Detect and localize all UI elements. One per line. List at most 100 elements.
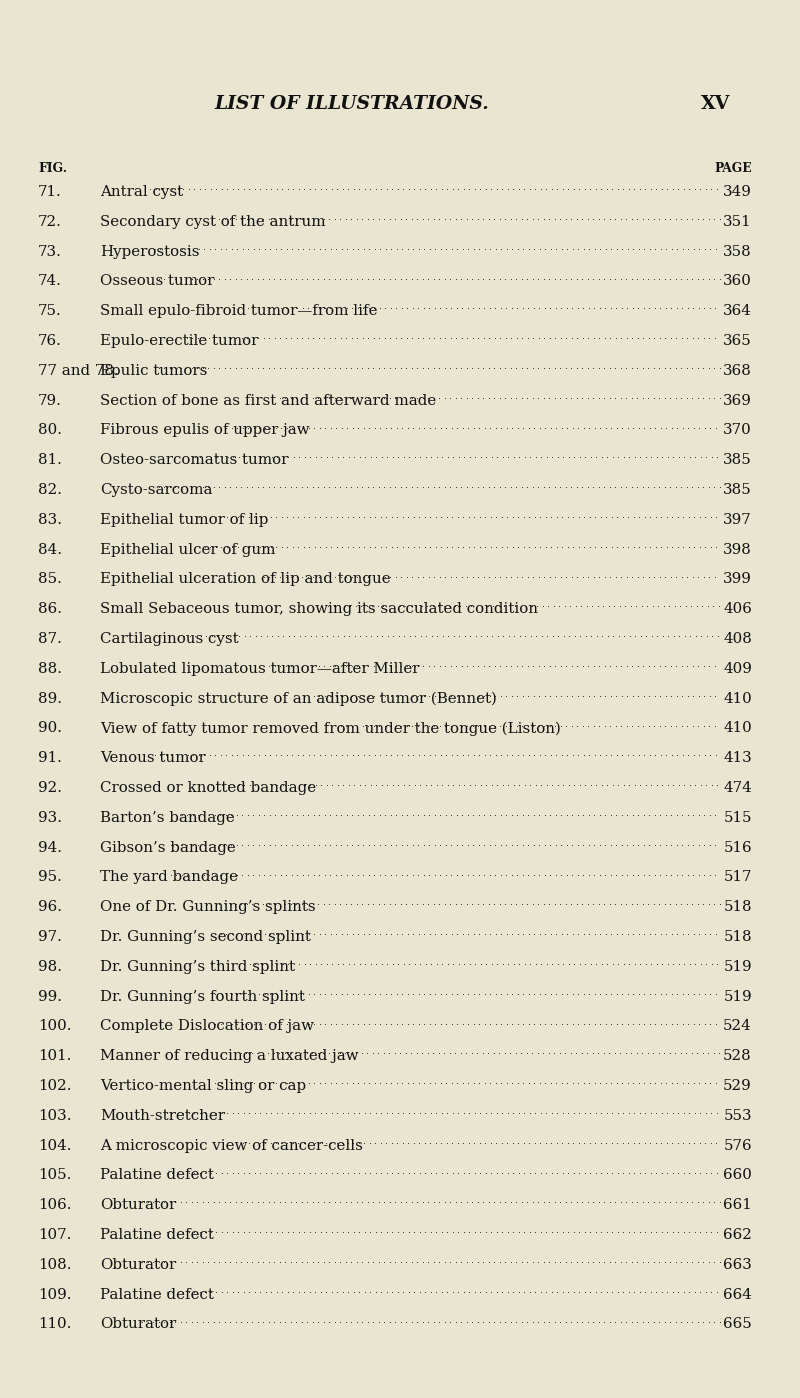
Text: Cartilaginous cyst: Cartilaginous cyst bbox=[100, 632, 238, 646]
Text: 518: 518 bbox=[723, 900, 752, 914]
Text: 518: 518 bbox=[723, 930, 752, 944]
Text: Small epulo-fibroid tumor—from life: Small epulo-fibroid tumor—from life bbox=[100, 305, 378, 319]
Text: 100.: 100. bbox=[38, 1019, 71, 1033]
Text: Lobulated lipomatous tumor—after Miller: Lobulated lipomatous tumor—after Miller bbox=[100, 661, 419, 675]
Text: 105.: 105. bbox=[38, 1169, 71, 1183]
Text: 80.: 80. bbox=[38, 424, 62, 438]
Text: Venous tumor: Venous tumor bbox=[100, 751, 206, 765]
Text: 529: 529 bbox=[723, 1079, 752, 1093]
Text: 397: 397 bbox=[723, 513, 752, 527]
Text: Obturator: Obturator bbox=[100, 1198, 176, 1212]
Text: 71.: 71. bbox=[38, 185, 62, 199]
Text: Section of bone as first and afterward made: Section of bone as first and afterward m… bbox=[100, 394, 436, 408]
Text: 413: 413 bbox=[723, 751, 752, 765]
Text: 103.: 103. bbox=[38, 1109, 71, 1123]
Text: Osseous tumor: Osseous tumor bbox=[100, 274, 214, 288]
Text: Fibrous epulis of upper jaw: Fibrous epulis of upper jaw bbox=[100, 424, 310, 438]
Text: 108.: 108. bbox=[38, 1258, 71, 1272]
Text: 398: 398 bbox=[723, 542, 752, 556]
Text: 75.: 75. bbox=[38, 305, 62, 319]
Text: 663: 663 bbox=[723, 1258, 752, 1272]
Text: 368: 368 bbox=[723, 363, 752, 377]
Text: Epulic tumors: Epulic tumors bbox=[100, 363, 207, 377]
Text: 385: 385 bbox=[723, 453, 752, 467]
Text: 110.: 110. bbox=[38, 1317, 71, 1331]
Text: 410: 410 bbox=[723, 721, 752, 735]
Text: 351: 351 bbox=[723, 215, 752, 229]
Text: 109.: 109. bbox=[38, 1288, 71, 1302]
Text: 81.: 81. bbox=[38, 453, 62, 467]
Text: Crossed or knotted bandage: Crossed or knotted bandage bbox=[100, 781, 316, 795]
Text: 515: 515 bbox=[723, 811, 752, 825]
Text: Manner of reducing a luxated jaw: Manner of reducing a luxated jaw bbox=[100, 1050, 358, 1064]
Text: 410: 410 bbox=[723, 692, 752, 706]
Text: Obturator: Obturator bbox=[100, 1258, 176, 1272]
Text: 88.: 88. bbox=[38, 661, 62, 675]
Text: 72.: 72. bbox=[38, 215, 62, 229]
Text: A microscopic view of cancer-cells: A microscopic view of cancer-cells bbox=[100, 1138, 363, 1152]
Text: 98.: 98. bbox=[38, 960, 62, 974]
Text: 385: 385 bbox=[723, 482, 752, 498]
Text: 84.: 84. bbox=[38, 542, 62, 556]
Text: 553: 553 bbox=[723, 1109, 752, 1123]
Text: 107.: 107. bbox=[38, 1227, 71, 1241]
Text: 106.: 106. bbox=[38, 1198, 71, 1212]
Text: 74.: 74. bbox=[38, 274, 62, 288]
Text: Epithelial ulcer of gum: Epithelial ulcer of gum bbox=[100, 542, 275, 556]
Text: 82.: 82. bbox=[38, 482, 62, 498]
Text: Cysto-sarcoma: Cysto-sarcoma bbox=[100, 482, 213, 498]
Text: 409: 409 bbox=[723, 661, 752, 675]
Text: One of Dr. Gunning’s splints: One of Dr. Gunning’s splints bbox=[100, 900, 316, 914]
Text: 87.: 87. bbox=[38, 632, 62, 646]
Text: 90.: 90. bbox=[38, 721, 62, 735]
Text: Microscopic structure of an adipose tumor (Bennet): Microscopic structure of an adipose tumo… bbox=[100, 692, 497, 706]
Text: 79.: 79. bbox=[38, 394, 62, 408]
Text: 524: 524 bbox=[723, 1019, 752, 1033]
Text: View of fatty tumor removed from under the tongue (Liston): View of fatty tumor removed from under t… bbox=[100, 721, 561, 735]
Text: PAGE: PAGE bbox=[714, 162, 752, 175]
Text: Antral cyst: Antral cyst bbox=[100, 185, 183, 199]
Text: Osteo-sarcomatus tumor: Osteo-sarcomatus tumor bbox=[100, 453, 288, 467]
Text: Gibson’s bandage: Gibson’s bandage bbox=[100, 840, 236, 854]
Text: 519: 519 bbox=[723, 990, 752, 1004]
Text: 370: 370 bbox=[723, 424, 752, 438]
Text: Palatine defect: Palatine defect bbox=[100, 1169, 214, 1183]
Text: 99.: 99. bbox=[38, 990, 62, 1004]
Text: Obturator: Obturator bbox=[100, 1317, 176, 1331]
Text: Palatine defect: Palatine defect bbox=[100, 1288, 214, 1302]
Text: 96.: 96. bbox=[38, 900, 62, 914]
Text: 101.: 101. bbox=[38, 1050, 71, 1064]
Text: 406: 406 bbox=[723, 603, 752, 617]
Text: 474: 474 bbox=[723, 781, 752, 795]
Text: 358: 358 bbox=[723, 245, 752, 259]
Text: 94.: 94. bbox=[38, 840, 62, 854]
Text: 93.: 93. bbox=[38, 811, 62, 825]
Text: Mouth-stretcher: Mouth-stretcher bbox=[100, 1109, 225, 1123]
Text: 76.: 76. bbox=[38, 334, 62, 348]
Text: 85.: 85. bbox=[38, 572, 62, 586]
Text: 97.: 97. bbox=[38, 930, 62, 944]
Text: 89.: 89. bbox=[38, 692, 62, 706]
Text: 516: 516 bbox=[723, 840, 752, 854]
Text: 364: 364 bbox=[723, 305, 752, 319]
Text: Epithelial tumor of lip: Epithelial tumor of lip bbox=[100, 513, 268, 527]
Text: Dr. Gunning’s third splint: Dr. Gunning’s third splint bbox=[100, 960, 295, 974]
Text: 365: 365 bbox=[723, 334, 752, 348]
Text: 664: 664 bbox=[723, 1288, 752, 1302]
Text: 104.: 104. bbox=[38, 1138, 71, 1152]
Text: Dr. Gunning’s fourth splint: Dr. Gunning’s fourth splint bbox=[100, 990, 305, 1004]
Text: Barton’s bandage: Barton’s bandage bbox=[100, 811, 234, 825]
Text: XV: XV bbox=[702, 95, 730, 113]
Text: LIST OF ILLUSTRATIONS.: LIST OF ILLUSTRATIONS. bbox=[214, 95, 490, 113]
Text: 662: 662 bbox=[723, 1227, 752, 1241]
Text: 519: 519 bbox=[723, 960, 752, 974]
Text: 408: 408 bbox=[723, 632, 752, 646]
Text: FIG.: FIG. bbox=[38, 162, 67, 175]
Text: 661: 661 bbox=[723, 1198, 752, 1212]
Text: The yard bandage: The yard bandage bbox=[100, 871, 238, 885]
Text: Palatine defect: Palatine defect bbox=[100, 1227, 214, 1241]
Text: 86.: 86. bbox=[38, 603, 62, 617]
Text: Vertico-mental sling or cap: Vertico-mental sling or cap bbox=[100, 1079, 306, 1093]
Text: 517: 517 bbox=[723, 871, 752, 885]
Text: 576: 576 bbox=[723, 1138, 752, 1152]
